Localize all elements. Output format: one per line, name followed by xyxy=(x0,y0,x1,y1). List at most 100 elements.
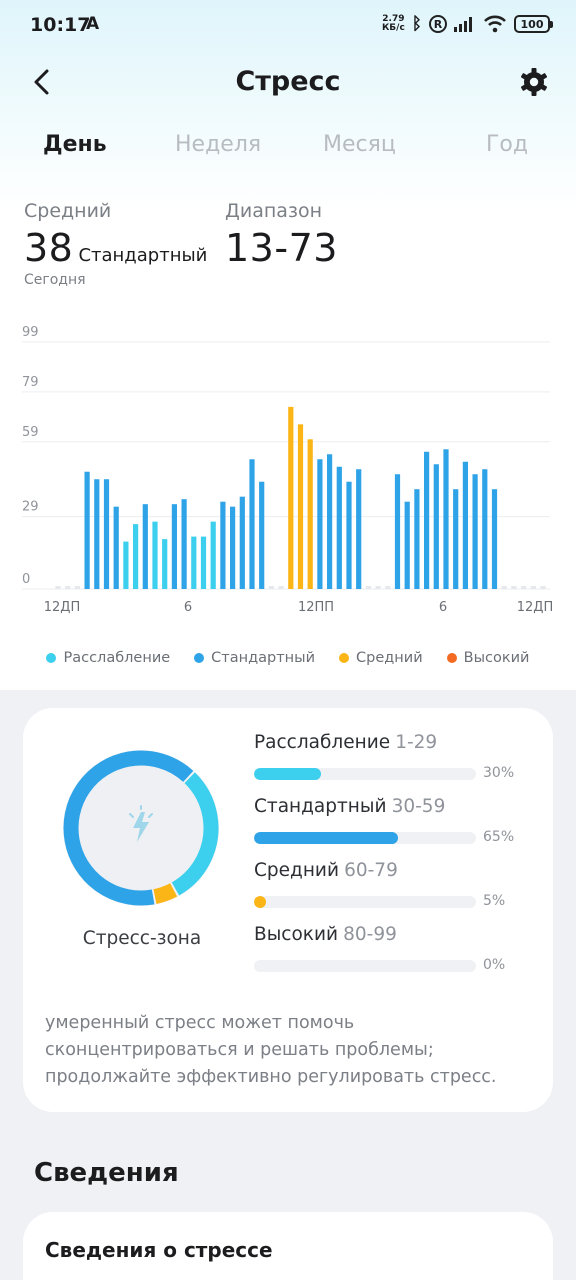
zone-name: Стандартный xyxy=(254,796,387,817)
chart-bar[interactable] xyxy=(162,539,168,589)
stress-zone-ring xyxy=(61,748,221,908)
period-label: Сегодня xyxy=(24,272,86,288)
chart-bar[interactable] xyxy=(200,536,207,589)
zone-bar-fill xyxy=(254,832,399,844)
chart-bar[interactable] xyxy=(230,506,236,589)
tab-month[interactable]: Месяц xyxy=(323,132,396,157)
stress-chart: 0 29 59 79 99 12ДП 6 12ПП 6 12ДП xyxy=(0,320,576,620)
y-tick-label: 99 xyxy=(22,325,39,340)
stress-zone-card[interactable]: Стресс-зона Расслабление 1-29 30% Станда… xyxy=(23,708,553,1112)
chart-bar[interactable] xyxy=(375,586,381,589)
chart-bar[interactable] xyxy=(181,499,187,589)
chart-bar[interactable] xyxy=(317,459,323,589)
chart-bar[interactable] xyxy=(540,586,546,589)
chart-bar[interactable] xyxy=(84,471,90,589)
chart-bar[interactable] xyxy=(307,439,313,589)
chart-bar[interactable] xyxy=(278,586,284,589)
chart-bar[interactable] xyxy=(113,506,119,589)
chart-bar[interactable] xyxy=(268,586,274,589)
chart-bar[interactable] xyxy=(385,586,391,589)
chart-bar[interactable] xyxy=(433,464,439,589)
x-tick-label: 12ДП xyxy=(44,600,80,615)
stress-note: умеренный стресс может помочь сконцентри… xyxy=(45,1013,497,1087)
chart-bar[interactable] xyxy=(530,586,536,589)
tab-year[interactable]: Год xyxy=(486,132,529,157)
back-button[interactable] xyxy=(22,62,62,102)
chart-bar[interactable] xyxy=(365,586,371,589)
chart-bar[interactable] xyxy=(55,586,61,589)
chart-bar[interactable] xyxy=(482,469,488,589)
wifi-icon xyxy=(484,15,506,33)
chart-bar[interactable] xyxy=(288,406,294,589)
signal-icon xyxy=(454,17,472,32)
chart-bar[interactable] xyxy=(297,424,304,589)
battery-icon: 100 xyxy=(514,15,553,33)
chart-bar[interactable] xyxy=(356,469,362,589)
lightning-icon xyxy=(129,805,153,842)
chart-bar[interactable] xyxy=(220,501,226,589)
chart-bar[interactable] xyxy=(424,451,430,589)
chart-bar[interactable] xyxy=(472,474,478,589)
chart-bar[interactable] xyxy=(65,586,71,589)
zone-name: Средний xyxy=(254,860,339,881)
chart-bar[interactable] xyxy=(133,524,139,589)
range-label: Диапазон xyxy=(225,200,323,222)
period-tabs: День Неделя Месяц Год xyxy=(0,132,576,166)
y-tick-label: 59 xyxy=(22,425,39,440)
chart-bar[interactable] xyxy=(103,479,110,589)
chart-bar[interactable] xyxy=(511,586,517,589)
stress-bar-chart: 0 29 59 79 99 12ДП 6 12ПП 6 12ДП xyxy=(22,325,553,615)
zone-row-relax: Расслабление 1-29 30% xyxy=(254,732,524,781)
zone-row-medium: Средний 60-79 5% xyxy=(254,860,524,909)
tab-week[interactable]: Неделя xyxy=(175,132,262,157)
chart-bar[interactable] xyxy=(152,521,158,589)
legend-relax-label: Расслабление xyxy=(63,650,171,666)
status-bar: 10:17 A 2.79 КБ/с ᛒ R 100 xyxy=(30,14,553,40)
zone-percent: 5% xyxy=(483,893,506,909)
chart-bar[interactable] xyxy=(521,586,527,589)
details-section-title: Сведения xyxy=(34,1158,179,1188)
chart-bar[interactable] xyxy=(239,496,245,589)
legend-high: Высокий xyxy=(446,650,530,666)
legend-high-label: Высокий xyxy=(463,650,530,666)
chart-bar[interactable] xyxy=(94,479,100,589)
chart-bar[interactable] xyxy=(259,481,265,589)
chart-bar[interactable] xyxy=(123,541,129,589)
chart-bar[interactable] xyxy=(453,489,459,589)
x-tick-label: 12ПП xyxy=(298,600,334,615)
settings-button[interactable] xyxy=(516,64,552,100)
chart-bar[interactable] xyxy=(142,504,148,589)
chart-bar[interactable] xyxy=(74,586,80,589)
donut-chart xyxy=(63,750,219,906)
zone-bar-track xyxy=(254,960,476,972)
net-speed-value: 2.79 xyxy=(382,14,405,24)
legend-standard: Стандартный xyxy=(194,650,315,666)
chart-bar[interactable] xyxy=(171,504,177,589)
x-tick-label: 6 xyxy=(439,600,447,615)
app-header: Стресс xyxy=(0,60,576,106)
tab-day[interactable]: День xyxy=(43,132,107,157)
chart-bar[interactable] xyxy=(443,449,449,589)
chart-bar[interactable] xyxy=(327,454,333,589)
range-value: 13-73 xyxy=(225,226,338,270)
chart-bar[interactable] xyxy=(336,466,342,589)
legend-standard-dot xyxy=(194,653,205,663)
chart-bar[interactable] xyxy=(346,481,352,589)
stress-info-card[interactable]: Сведения о стрессе xyxy=(23,1212,553,1280)
chart-bar[interactable] xyxy=(394,474,401,589)
zone-percent: 30% xyxy=(483,765,515,781)
chart-bar[interactable] xyxy=(404,501,410,589)
chart-bar[interactable] xyxy=(501,586,507,589)
zone-name: Расслабление xyxy=(254,732,391,753)
net-speed: 2.79 КБ/с xyxy=(382,15,405,33)
y-tick-label: 0 xyxy=(22,572,30,587)
chart-bar[interactable] xyxy=(462,461,468,589)
legend-standard-label: Стандартный xyxy=(211,650,316,666)
chart-bar[interactable] xyxy=(191,536,197,589)
chart-bar[interactable] xyxy=(491,489,498,589)
chart-bar[interactable] xyxy=(249,459,255,589)
chart-bar[interactable] xyxy=(210,521,216,589)
legend-relax: Расслабление xyxy=(46,650,170,666)
stress-zone-label: Стресс-зона xyxy=(82,928,202,949)
chart-bar[interactable] xyxy=(414,489,420,589)
